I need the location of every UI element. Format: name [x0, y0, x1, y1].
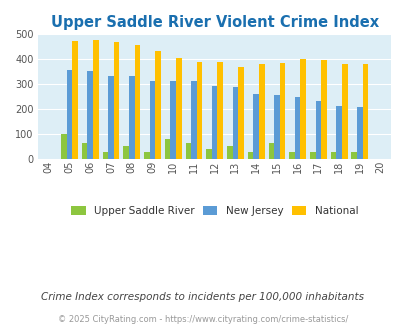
Bar: [300, 59, 305, 159]
Bar: [253, 94, 258, 159]
Bar: [82, 144, 87, 159]
Bar: [93, 41, 98, 159]
Bar: [129, 77, 134, 159]
Legend: Upper Saddle River, New Jersey, National: Upper Saddle River, New Jersey, National: [67, 202, 362, 220]
Bar: [362, 64, 367, 159]
Bar: [309, 152, 315, 159]
Bar: [185, 143, 191, 159]
Bar: [226, 146, 232, 159]
Bar: [351, 152, 356, 159]
Bar: [170, 82, 175, 159]
Bar: [294, 97, 300, 159]
Bar: [288, 152, 294, 159]
Bar: [238, 67, 243, 159]
Bar: [196, 62, 202, 159]
Text: Crime Index corresponds to incidents per 100,000 inhabitants: Crime Index corresponds to incidents per…: [41, 292, 364, 302]
Bar: [258, 64, 264, 159]
Bar: [273, 95, 279, 159]
Bar: [206, 149, 211, 159]
Bar: [268, 143, 273, 159]
Bar: [247, 152, 253, 159]
Bar: [144, 152, 149, 159]
Bar: [320, 60, 326, 159]
Bar: [191, 82, 196, 159]
Bar: [356, 107, 362, 159]
Title: Upper Saddle River Violent Crime Index: Upper Saddle River Violent Crime Index: [51, 15, 378, 30]
Bar: [113, 42, 119, 159]
Bar: [279, 63, 285, 159]
Bar: [134, 45, 140, 159]
Bar: [211, 86, 217, 159]
Bar: [102, 152, 108, 159]
Bar: [341, 64, 347, 159]
Text: © 2025 CityRating.com - https://www.cityrating.com/crime-statistics/: © 2025 CityRating.com - https://www.city…: [58, 315, 347, 324]
Bar: [87, 71, 93, 159]
Bar: [330, 152, 335, 159]
Bar: [108, 77, 113, 159]
Bar: [335, 106, 341, 159]
Bar: [149, 81, 155, 159]
Bar: [164, 139, 170, 159]
Bar: [232, 87, 238, 159]
Bar: [61, 134, 66, 159]
Bar: [123, 147, 129, 159]
Bar: [217, 62, 222, 159]
Bar: [72, 42, 78, 159]
Bar: [315, 101, 320, 159]
Bar: [66, 70, 72, 159]
Bar: [155, 51, 160, 159]
Bar: [175, 58, 181, 159]
